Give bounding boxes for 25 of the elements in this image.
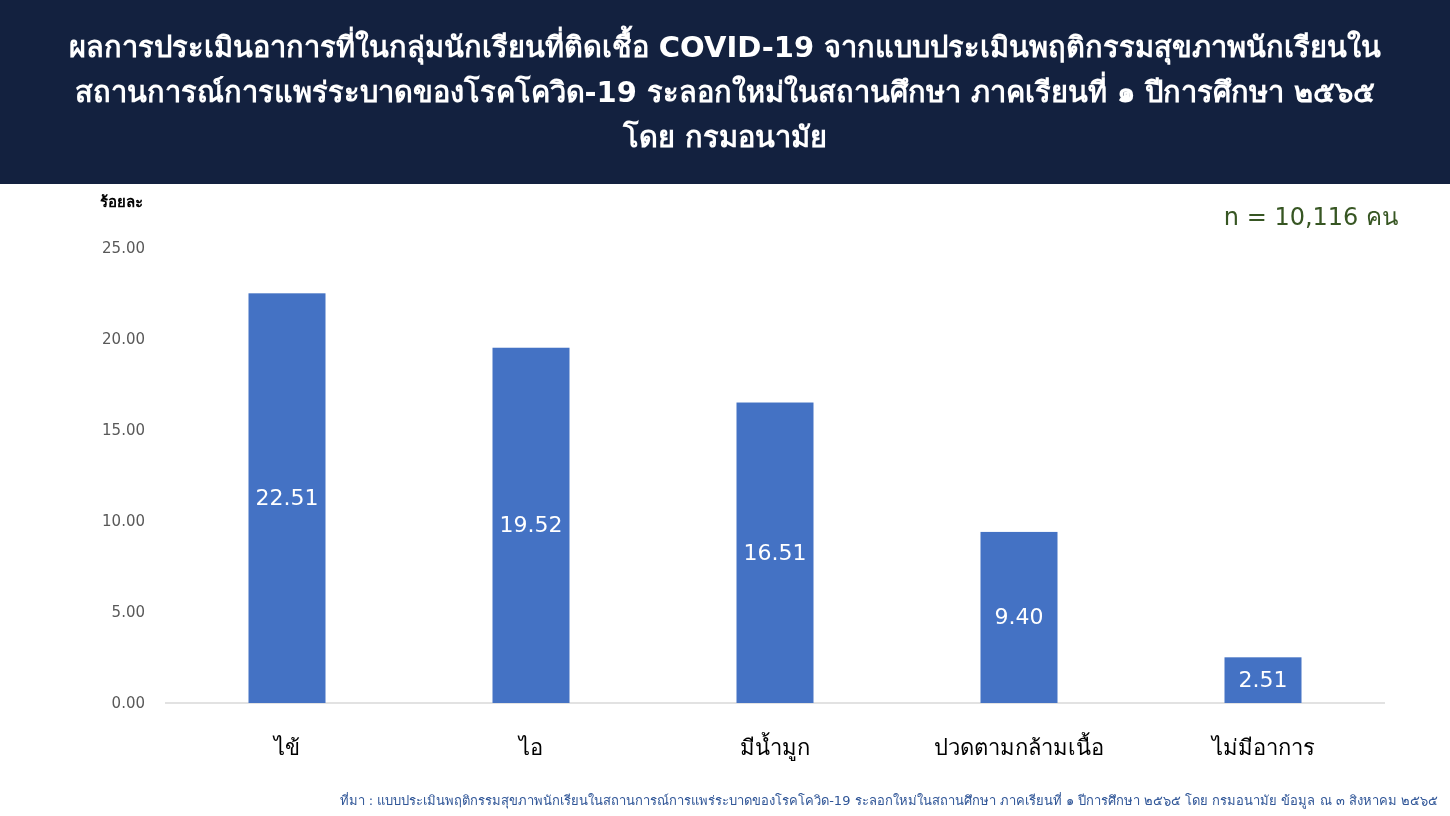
bar [736,402,814,703]
bar [248,293,326,703]
bar [980,531,1058,703]
x-tick-label: ไข้ [272,735,300,760]
data-label: 9.40 [994,604,1044,630]
text: ที่มา : แบบประเมินพฤติกรรมสุขภาพนักเรียนในสถานการณ์การแพร่ระบาดของโรคโควิด-19 ระลอกใหม่ในสถานศึกษา ภาคเรียนที่ ๑ ปีการศึกษา ๒๕๖๕ โดย กรมอนามัย ข้อมูล ณ ๓ สิงหาคม ๒๕๖๕ [339,792,1438,809]
y-tick-label: 15.00 [102,420,145,439]
x-tick-label: ไอ [517,735,543,760]
chart-title: ผลการประเมินอาการที่ในกลุ่มนักเรียนที่ติดเชื้อ COVID-19 จากแบบประเมินพฤติกรรมสุขภาพนักเรียนในสถานการณ์การแพร่ระบาดของโรคโควิด-19 ระลอกใหม่ในสถานศึกษา ภาคเรียนที่ ๑ ปีการศึกษา ๒๕๖๕ โดย กรมอนามัย [67,24,1383,156]
y-tick-label: 5.00 [111,602,145,621]
data-label: 16.51 [743,539,807,565]
y-tick-label: 20.00 [102,329,145,348]
y-tick-label: 0.00 [111,693,145,712]
x-tick-label: มีน้ำมูก [740,732,810,761]
y-tick-label: 10.00 [102,511,145,530]
bar [492,347,570,703]
x-tick-label: ปวดตามกล้ามเนื้อ [934,732,1104,760]
data-label: 19.52 [499,512,563,538]
data-label: 2.51 [1238,667,1288,693]
bar [1224,657,1302,703]
y-axis-title: ร้อยละ [100,193,143,211]
data-label: 22.51 [255,485,319,511]
y-tick-label: 25.00 [102,238,145,257]
text: n = 10,116 คน [1223,203,1398,231]
x-tick-label: ไม่มีอาการ [1209,735,1315,760]
